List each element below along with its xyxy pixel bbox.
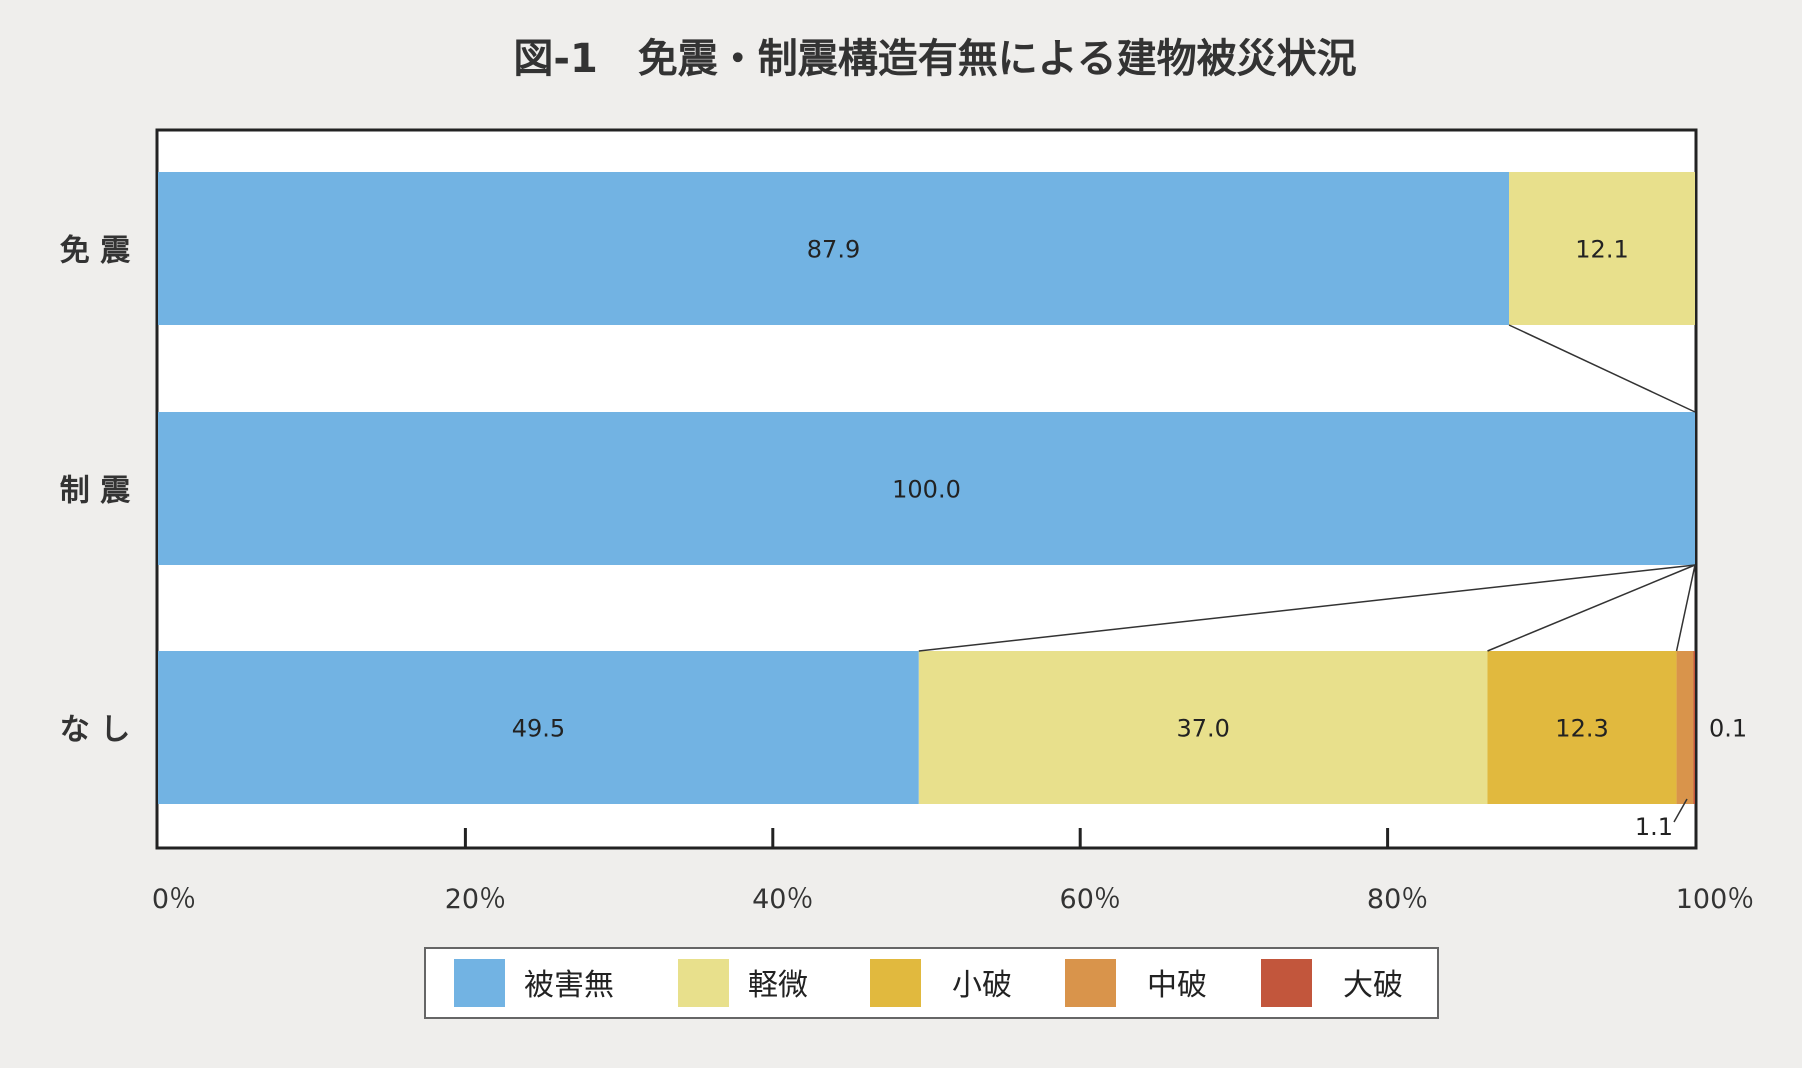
category-label: 制 震 — [60, 474, 131, 509]
connector-line — [1675, 564, 1696, 652]
legend-swatch — [870, 959, 921, 1007]
legend-label: 軽微 — [748, 968, 808, 1003]
x-tick-label: 100％ — [1676, 884, 1755, 915]
legend-swatch — [454, 959, 505, 1007]
data-label: 87.9 — [807, 236, 860, 264]
bar-segment — [918, 651, 1488, 804]
x-tick-label: 20％ — [445, 884, 506, 915]
chart-title: 図-1 免震・制震構造有無による建物被災状況 — [513, 36, 1356, 82]
data-label: 100.0 — [892, 476, 961, 504]
bar-segment — [1487, 651, 1677, 804]
legend-label: 中破 — [1147, 968, 1207, 1003]
legend-label: 小破 — [952, 968, 1012, 1003]
data-label: 37.0 — [1176, 715, 1229, 743]
connector-line — [1487, 564, 1696, 652]
data-label: 12.3 — [1555, 715, 1608, 743]
category-label: な し — [60, 713, 130, 748]
data-label: 12.1 — [1575, 236, 1628, 264]
bar-segment — [1676, 651, 1694, 804]
leader-line — [1673, 798, 1688, 823]
data-label: 0.1 — [1709, 715, 1747, 743]
connector-line — [918, 564, 1696, 652]
legend-swatch — [1261, 959, 1312, 1007]
bar-segment — [158, 651, 919, 804]
legend-label: 大破 — [1343, 968, 1403, 1003]
data-label: 49.5 — [512, 715, 565, 743]
data-label: 1.1 — [1635, 813, 1673, 841]
x-tick-label: 40％ — [752, 884, 813, 915]
legend-label: 被害無 — [524, 968, 614, 1003]
legend-swatch — [678, 959, 729, 1007]
bar-segment — [158, 172, 1510, 325]
x-tick-label: 60％ — [1060, 884, 1121, 915]
bar-segment — [1693, 651, 1695, 804]
category-label: 免 震 — [60, 234, 131, 269]
connector-line — [1508, 324, 1696, 413]
bar-segment — [1509, 172, 1695, 325]
x-tick-label: 0％ — [152, 884, 196, 915]
bar-segment — [158, 412, 1695, 565]
x-tick-label: 80％ — [1367, 884, 1428, 915]
legend-swatch — [1065, 959, 1116, 1007]
